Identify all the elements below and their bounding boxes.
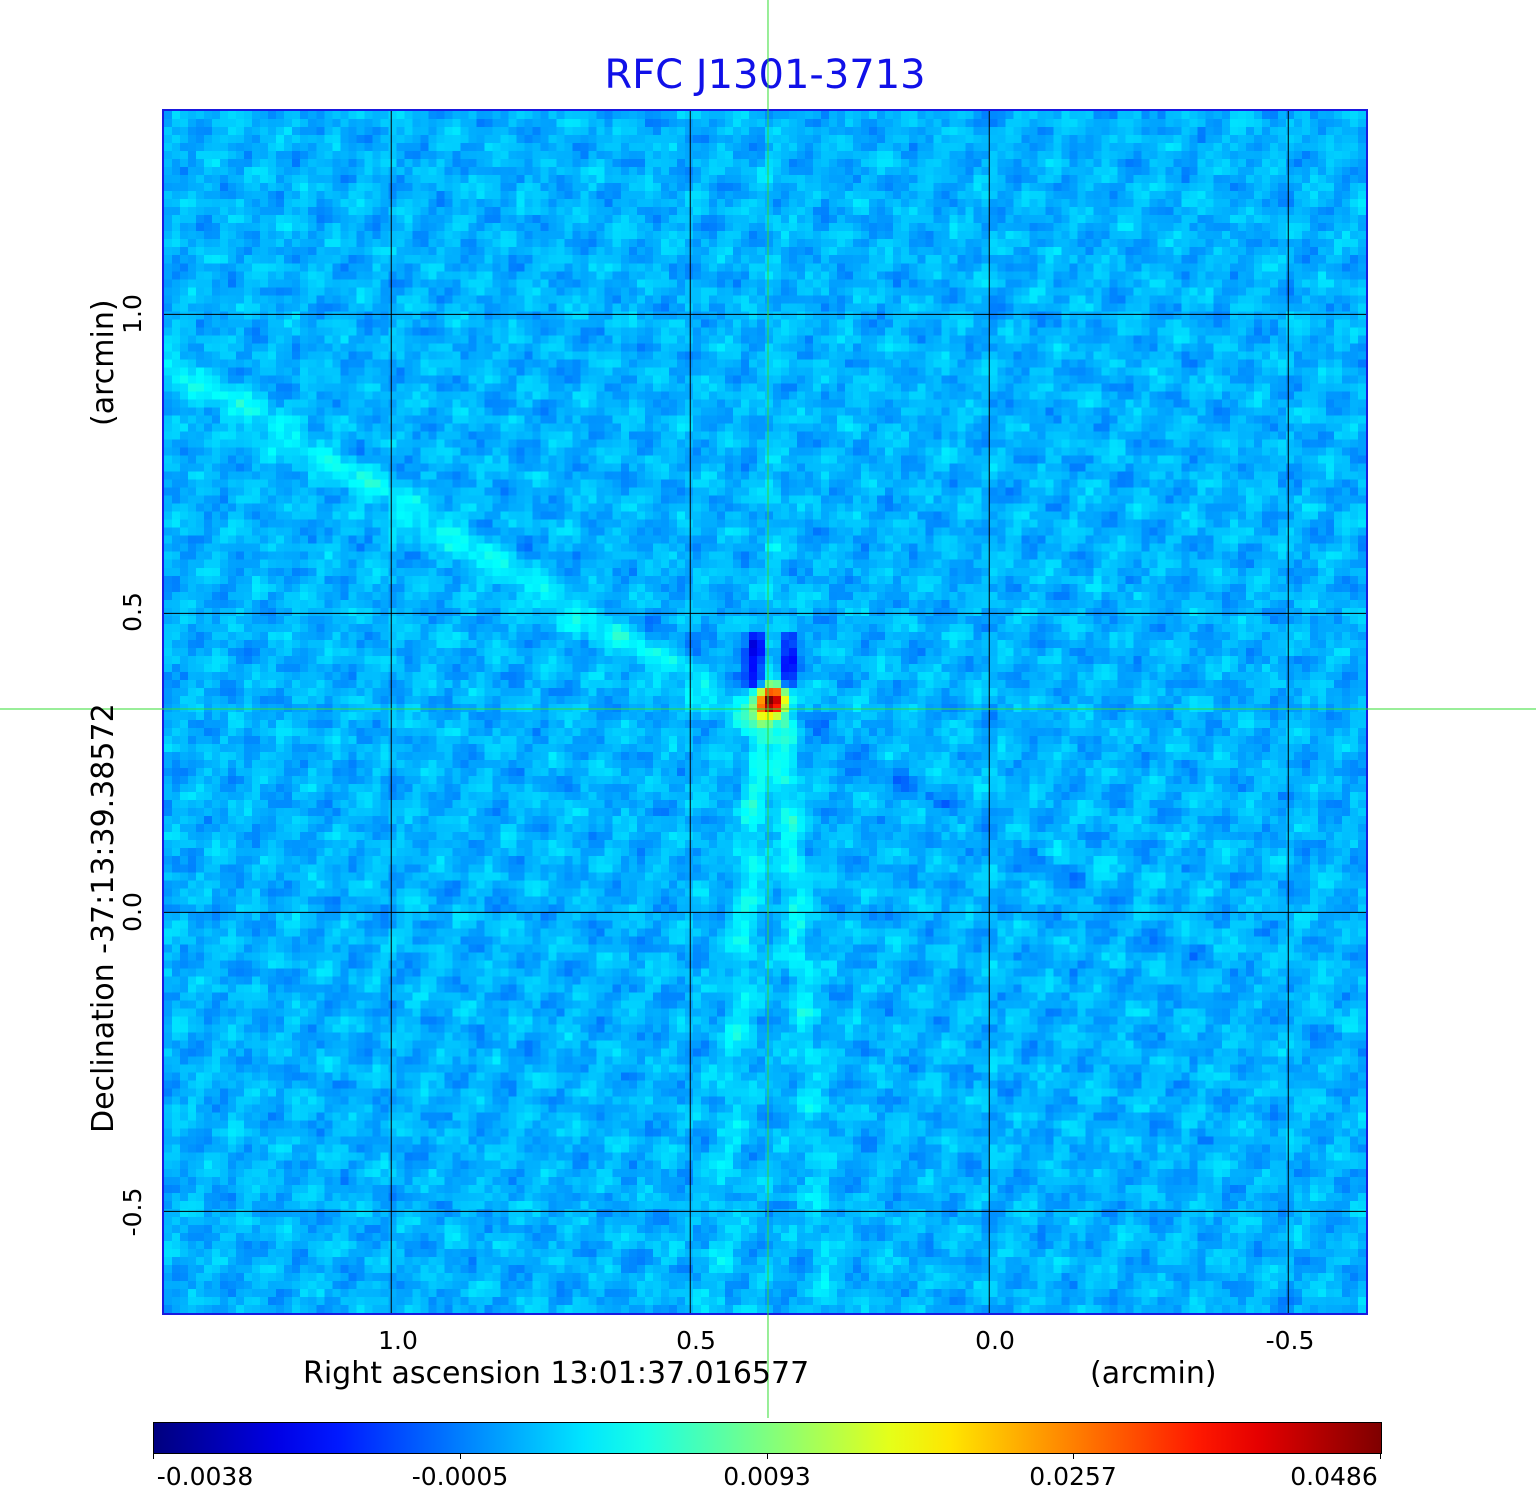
colorbar-tick-label: 0.0093 (723, 1462, 811, 1491)
colorbar-tick-label: -0.0038 (156, 1462, 254, 1491)
colorbar-tick (460, 1453, 461, 1459)
x-tick-label: -0.5 (1265, 1326, 1315, 1355)
plot-frame (162, 109, 1368, 1315)
colorbar-tick-label: -0.0005 (411, 1462, 509, 1491)
colorbar-tick-label: 0.0486 (1290, 1462, 1378, 1491)
heatmap-image (164, 111, 1366, 1313)
colorbar-tick (767, 1453, 768, 1459)
x-axis-unit: (arcmin) (1090, 1356, 1217, 1391)
x-tick-label: 1.0 (378, 1326, 418, 1355)
x-axis-label: Right ascension 13:01:37.016577 (303, 1356, 810, 1391)
y-tick-label: 1.0 (118, 294, 147, 334)
colorbar (153, 1422, 1382, 1454)
colorbar-tick (1073, 1453, 1074, 1459)
x-tick-label: 0.0 (975, 1326, 1015, 1355)
chart-title: RFC J1301-3713 (604, 52, 926, 98)
y-tick-label: -0.5 (118, 1187, 147, 1237)
colorbar-tick-label: 0.0257 (1029, 1462, 1117, 1491)
x-tick-label: 0.5 (676, 1326, 716, 1355)
colorbar-tick (153, 1453, 154, 1459)
y-axis-unit: (arcmin) (86, 299, 121, 426)
y-tick-label: 0.0 (118, 892, 147, 932)
y-tick-label: 0.5 (118, 592, 147, 632)
colorbar-tick (1380, 1453, 1381, 1459)
y-axis-label: Declination -37:13:39.38572 (86, 703, 121, 1133)
